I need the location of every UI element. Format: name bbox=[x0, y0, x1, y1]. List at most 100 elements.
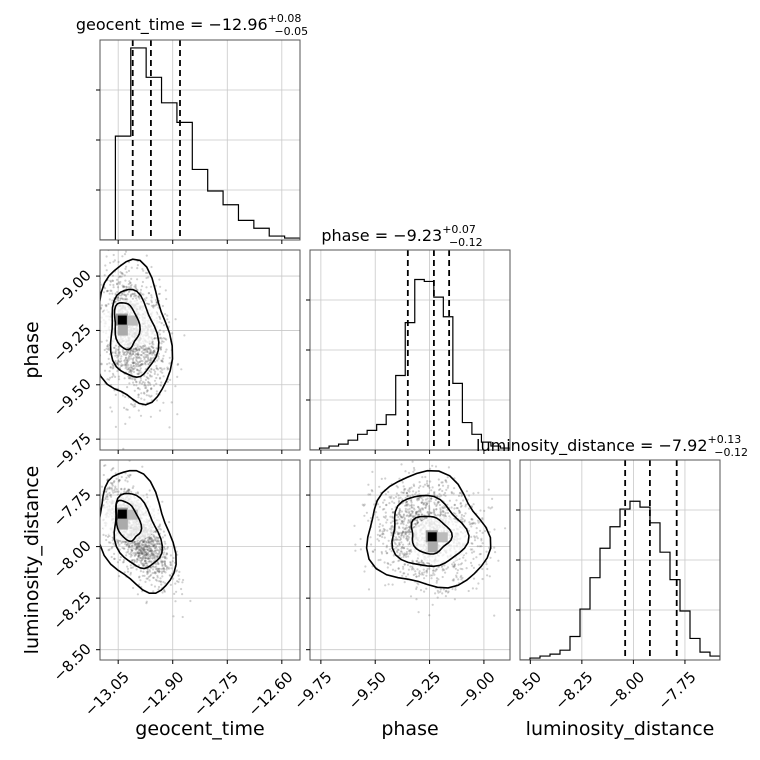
sample-point bbox=[105, 495, 108, 498]
sample-point bbox=[154, 571, 157, 574]
sample-point bbox=[115, 282, 119, 285]
sample-point bbox=[137, 296, 140, 299]
sample-point bbox=[116, 296, 120, 299]
sample-point bbox=[114, 472, 117, 475]
sample-point bbox=[117, 352, 120, 355]
sample-point bbox=[399, 536, 402, 539]
sample-point bbox=[131, 549, 134, 552]
sample-point bbox=[150, 540, 154, 543]
sample-point bbox=[400, 534, 403, 537]
sample-point bbox=[456, 507, 459, 510]
sample-point bbox=[145, 276, 148, 280]
sample-point bbox=[164, 337, 167, 340]
sample-point bbox=[109, 406, 112, 409]
sample-point bbox=[481, 542, 484, 545]
sample-point bbox=[147, 354, 150, 357]
sample-point bbox=[136, 355, 139, 359]
sample-point bbox=[113, 557, 116, 561]
sample-point bbox=[425, 571, 428, 574]
sample-point bbox=[391, 515, 394, 518]
sample-point bbox=[438, 495, 441, 498]
sample-point bbox=[119, 364, 123, 368]
sample-point bbox=[414, 512, 417, 515]
sample-point bbox=[111, 372, 115, 375]
sample-point bbox=[142, 549, 146, 552]
sample-point bbox=[146, 548, 149, 551]
sample-point bbox=[476, 545, 479, 548]
sample-point bbox=[114, 351, 117, 354]
sample-point bbox=[479, 509, 482, 512]
sample-point bbox=[419, 510, 422, 514]
sample-point bbox=[140, 544, 143, 547]
sample-point bbox=[147, 544, 150, 547]
sample-point bbox=[398, 507, 401, 510]
sample-point bbox=[143, 559, 147, 563]
sample-point bbox=[111, 363, 114, 366]
x-tick-label: −13.05 bbox=[81, 668, 133, 720]
sample-point bbox=[158, 377, 162, 380]
sample-point bbox=[447, 466, 450, 469]
sample-point bbox=[106, 289, 109, 293]
sample-point bbox=[126, 352, 129, 356]
sample-point bbox=[125, 476, 128, 479]
sample-point bbox=[151, 305, 155, 308]
sample-point bbox=[181, 615, 184, 619]
sample-point bbox=[149, 352, 152, 355]
sample-point bbox=[143, 545, 146, 548]
sample-point bbox=[149, 359, 152, 362]
sample-point bbox=[399, 496, 402, 499]
sample-point bbox=[96, 465, 98, 467]
sample-point bbox=[114, 352, 117, 355]
sample-point bbox=[164, 289, 167, 292]
sample-point bbox=[430, 511, 433, 514]
sample-point bbox=[131, 558, 135, 562]
sample-point bbox=[106, 289, 109, 292]
sample-point bbox=[129, 573, 132, 576]
sample-point bbox=[408, 552, 411, 555]
sample-point bbox=[153, 570, 157, 574]
sample-point bbox=[470, 525, 473, 528]
sample-point bbox=[125, 349, 128, 353]
sample-point bbox=[124, 358, 127, 361]
sample-point bbox=[419, 484, 422, 488]
sample-point bbox=[480, 539, 483, 542]
sample-point bbox=[140, 392, 143, 395]
sample-point bbox=[405, 537, 408, 540]
sample-point bbox=[443, 564, 446, 567]
sample-point bbox=[95, 391, 97, 393]
sample-point bbox=[159, 528, 162, 531]
sample-point bbox=[148, 489, 151, 492]
sample-point bbox=[406, 531, 409, 534]
sample-point bbox=[407, 520, 410, 523]
sample-point bbox=[397, 500, 400, 503]
sample-point bbox=[144, 542, 147, 546]
sample-point bbox=[405, 575, 408, 578]
sample-point bbox=[149, 537, 152, 540]
sample-point bbox=[121, 273, 124, 276]
sample-point bbox=[160, 567, 163, 571]
sample-point bbox=[98, 317, 100, 319]
sample-point bbox=[434, 570, 437, 573]
sample-point bbox=[131, 486, 134, 490]
sample-point bbox=[109, 481, 112, 485]
sample-point bbox=[138, 548, 141, 552]
sample-point bbox=[148, 292, 151, 295]
sample-point bbox=[124, 295, 128, 298]
sample-point bbox=[168, 521, 171, 524]
sample-point bbox=[411, 493, 414, 496]
contour-0 bbox=[100, 469, 177, 594]
sample-point bbox=[145, 394, 148, 397]
sample-point bbox=[148, 549, 151, 552]
sample-point bbox=[138, 382, 141, 385]
sample-point bbox=[168, 321, 171, 324]
sample-point bbox=[391, 511, 394, 514]
sample-point bbox=[108, 370, 111, 373]
sample-point bbox=[407, 526, 411, 529]
sample-point bbox=[431, 574, 434, 577]
sample-point bbox=[129, 545, 132, 548]
sample-point bbox=[176, 375, 179, 378]
sample-point bbox=[416, 497, 419, 500]
sample-point bbox=[472, 557, 475, 561]
sample-point bbox=[163, 563, 166, 566]
sample-point bbox=[438, 514, 441, 517]
